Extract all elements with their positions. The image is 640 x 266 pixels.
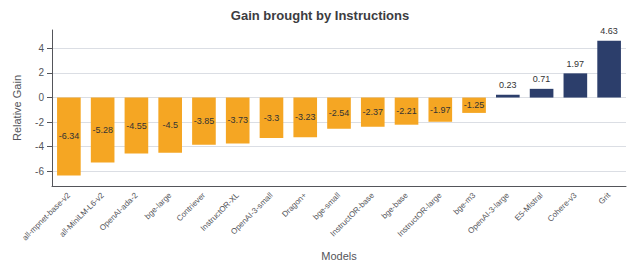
svg-text:Gain brought by Instructions: Gain brought by Instructions — [231, 8, 409, 23]
svg-text:InstructOR-large: InstructOR-large — [396, 190, 444, 238]
svg-text:1.97: 1.97 — [567, 59, 585, 69]
svg-text:Relative Gain: Relative Gain — [11, 75, 23, 141]
svg-text:-3.3: -3.3 — [264, 113, 280, 123]
svg-text:-3.85: -3.85 — [194, 116, 215, 126]
svg-text:-2.21: -2.21 — [396, 106, 417, 116]
svg-text:-2.37: -2.37 — [363, 107, 384, 117]
svg-text:Grit: Grit — [597, 190, 613, 206]
svg-text:-3.23: -3.23 — [295, 112, 316, 122]
svg-text:4: 4 — [38, 43, 44, 54]
svg-text:Contriever: Contriever — [175, 191, 208, 224]
svg-text:-1.97: -1.97 — [430, 105, 451, 115]
svg-text:-2.54: -2.54 — [329, 108, 350, 118]
svg-text:Dragon+: Dragon+ — [280, 191, 308, 219]
svg-text:all-MiniLM-L6-v2: all-MiniLM-L6-v2 — [58, 190, 106, 238]
svg-text:2: 2 — [38, 67, 44, 78]
svg-text:OpenAI-ada-2: OpenAI-ada-2 — [98, 190, 140, 232]
svg-text:-5.28: -5.28 — [92, 125, 113, 135]
svg-text:bge-base: bge-base — [380, 190, 410, 220]
svg-text:0: 0 — [38, 92, 44, 103]
svg-text:all-mpnet-base-v2: all-mpnet-base-v2 — [20, 190, 73, 243]
svg-text:-1.25: -1.25 — [464, 100, 485, 110]
svg-text:-2: -2 — [35, 117, 44, 128]
svg-text:bge-small: bge-small — [311, 191, 342, 222]
svg-text:InstructOR-XL: InstructOR-XL — [198, 190, 241, 233]
svg-text:-4.55: -4.55 — [126, 121, 147, 131]
svg-text:0.71: 0.71 — [533, 74, 551, 84]
svg-text:Cohere-v3: Cohere-v3 — [546, 190, 579, 223]
svg-text:InstructOR-base: InstructOR-base — [328, 190, 376, 238]
svg-text:-6.34: -6.34 — [59, 131, 80, 141]
svg-text:-3.73: -3.73 — [227, 115, 248, 125]
svg-text:-4: -4 — [35, 141, 44, 152]
svg-text:Models: Models — [321, 250, 357, 262]
svg-text:E5-Mistral: E5-Mistral — [513, 191, 545, 223]
svg-text:-6: -6 — [35, 166, 44, 177]
svg-text:OpenAI-3-large: OpenAI-3-large — [466, 190, 511, 235]
svg-text:bge-m3: bge-m3 — [452, 190, 478, 216]
svg-text:-4.5: -4.5 — [162, 120, 178, 130]
svg-text:bge-large: bge-large — [143, 190, 174, 221]
svg-text:OpenAI-3-small: OpenAI-3-small — [229, 191, 275, 237]
svg-text:0.23: 0.23 — [499, 80, 517, 90]
svg-text:4.63: 4.63 — [600, 26, 618, 36]
